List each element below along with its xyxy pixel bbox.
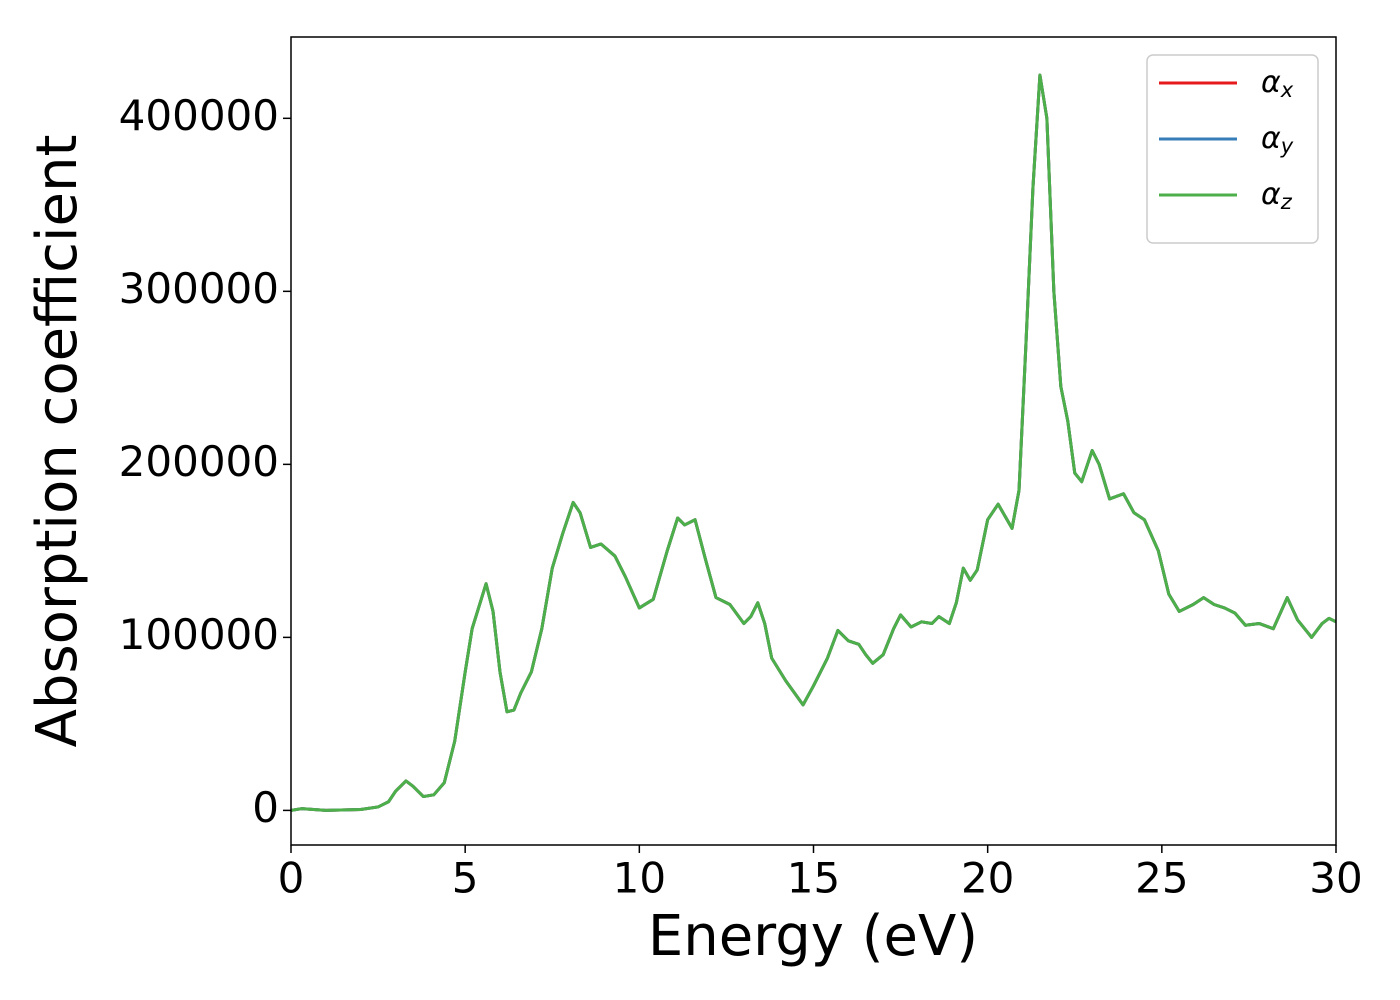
plot-frame [290, 36, 1337, 846]
x-axis-label: Energy (eV) [648, 904, 978, 969]
x-tick-label: 5 [452, 854, 479, 903]
x-tick-label: 25 [1135, 854, 1188, 903]
legend-label: αx [1261, 65, 1294, 103]
legend-label: αy [1261, 121, 1294, 159]
x-tick-label: 20 [961, 854, 1014, 903]
y-tick-label: 400000 [119, 91, 279, 140]
y-tick-label: 0 [252, 783, 279, 832]
y-tick-label: 200000 [119, 437, 279, 486]
x-tick-label: 0 [278, 854, 305, 903]
x-tick-label: 15 [787, 854, 840, 903]
legend-label: αz [1261, 177, 1293, 215]
y-tick-label: 100000 [119, 610, 279, 659]
x-tick-label: 10 [613, 854, 666, 903]
y-axis-label: Absorption coefficient [25, 135, 90, 748]
x-tick-label: 30 [1309, 854, 1362, 903]
data-line [291, 73, 1336, 812]
y-tick-label: 300000 [119, 264, 279, 313]
